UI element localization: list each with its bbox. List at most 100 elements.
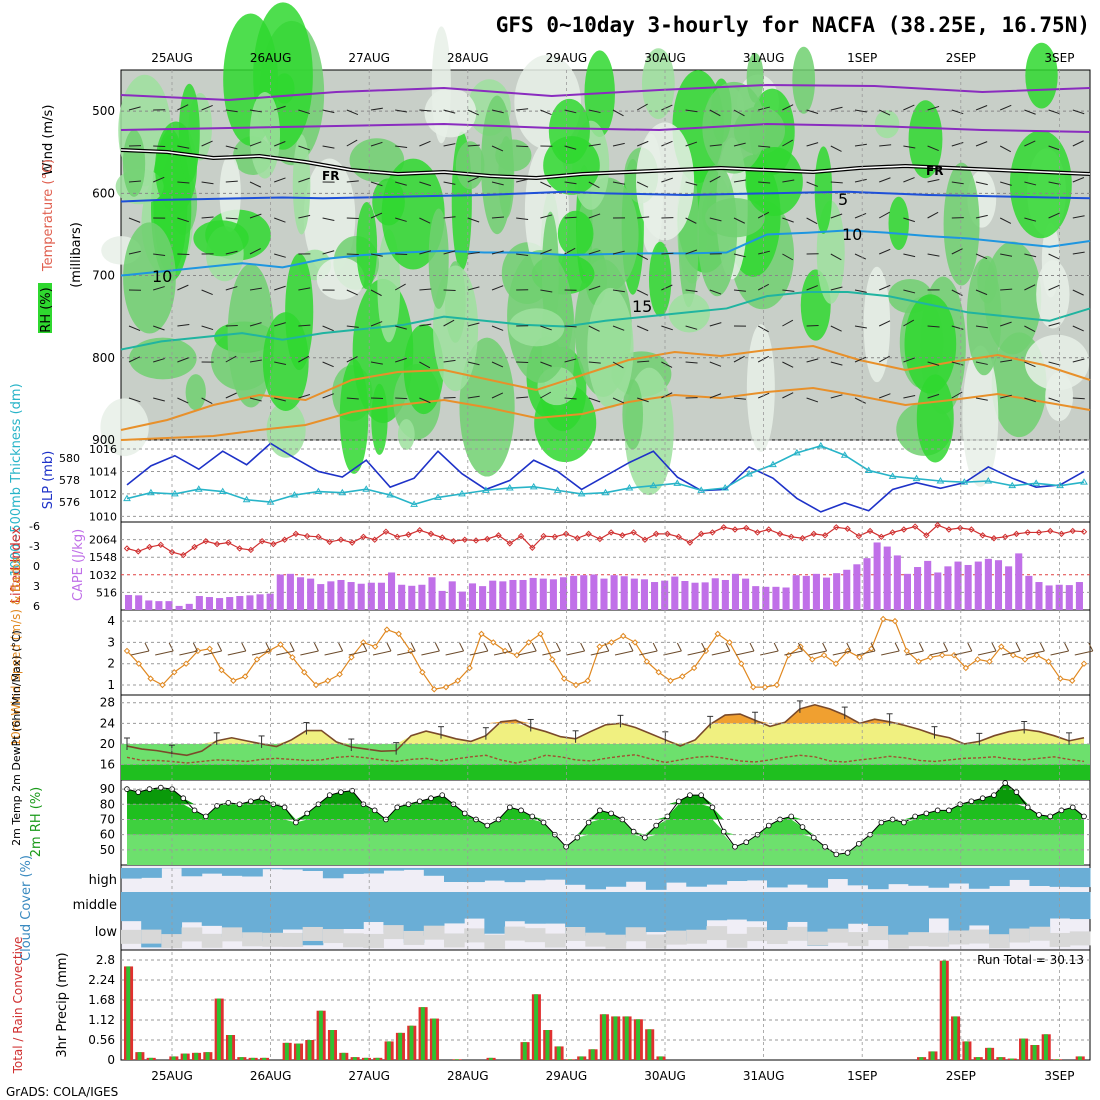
rh-shade-area xyxy=(193,220,249,257)
wind-speed-marker xyxy=(1057,675,1064,682)
wind-barb xyxy=(975,253,988,260)
wind-barb xyxy=(346,253,359,256)
thickness-marker xyxy=(840,451,849,458)
cape-tick-label: 1032 xyxy=(89,569,117,582)
wind-speed-marker xyxy=(123,647,131,655)
wind-tick-label: 3 xyxy=(107,635,115,649)
lifted-index-marker xyxy=(990,535,998,542)
wind-barb xyxy=(1024,109,1036,115)
wind-barb xyxy=(637,216,650,219)
lifted-index-marker xyxy=(1035,529,1043,536)
lifted-index-marker xyxy=(495,532,502,539)
wind-barb xyxy=(975,141,988,147)
wind-barb xyxy=(201,216,214,219)
rh-shade-area xyxy=(587,287,634,409)
cape-bar xyxy=(286,573,294,610)
wind-barb xyxy=(201,397,213,404)
lifted-index-marker xyxy=(191,543,198,551)
lifted-index-marker xyxy=(517,532,525,540)
rh-shade-area xyxy=(1009,130,1072,239)
wind-barb xyxy=(903,319,915,327)
thickness-marker xyxy=(123,494,131,502)
wind-speed-marker xyxy=(537,630,544,638)
wind-barb xyxy=(1024,325,1036,333)
surface-wind-barb xyxy=(663,650,682,656)
surface-wind-barb xyxy=(265,642,271,652)
cape-bar xyxy=(185,603,193,610)
thickness-marker xyxy=(912,474,921,482)
cape-bar xyxy=(802,575,810,610)
wind-barb xyxy=(395,325,407,330)
lifted-index-marker xyxy=(270,540,277,548)
cloud-high-bar xyxy=(989,868,1010,887)
wind-barb xyxy=(467,144,480,147)
wind-barb xyxy=(709,322,722,327)
rh-marker xyxy=(664,813,671,820)
wind-speed-marker xyxy=(159,681,166,689)
cloud-low-bar xyxy=(282,932,304,947)
wind-speed-marker xyxy=(371,643,379,650)
rh-shade-area xyxy=(381,158,445,270)
wind-barb xyxy=(903,253,916,258)
precip-rain-bar xyxy=(420,1007,425,1060)
precip-rain-bar xyxy=(205,1052,210,1060)
wind-barb xyxy=(879,284,891,291)
wind-speed-marker xyxy=(572,681,580,689)
cloud-middle-bar xyxy=(504,892,526,922)
thickness-marker xyxy=(314,487,323,495)
wind-barb xyxy=(636,289,649,296)
rh-marker xyxy=(912,813,918,820)
wind-barb xyxy=(128,106,141,111)
surface-wind-barb xyxy=(1026,650,1045,656)
wind-barb xyxy=(443,216,456,219)
cape-bar xyxy=(438,590,446,610)
x-tick-label-bottom: 1SEP xyxy=(847,1069,877,1083)
cloud-low-bar xyxy=(322,929,344,944)
x-tick-label-top: 28AUG xyxy=(447,51,489,65)
cloud-middle-bar xyxy=(767,892,788,938)
rh-shade-area xyxy=(641,48,675,120)
upper-ylabel-mb: (millibars) xyxy=(69,222,84,288)
x-tick-label-bottom: 25AUG xyxy=(151,1069,193,1083)
rh-tick-label: 50 xyxy=(100,843,115,857)
wind-barb xyxy=(1072,397,1085,400)
thickness-marker xyxy=(410,500,418,507)
cloud-low-bar xyxy=(262,932,283,947)
cape-bar xyxy=(549,579,557,610)
cloud-low-bar xyxy=(302,926,324,941)
cloud-middle-bar xyxy=(181,892,203,923)
surface-wind-barb xyxy=(459,642,465,652)
wind-barb xyxy=(782,104,794,111)
wind-barb xyxy=(1072,177,1085,183)
cloud-middle-bar xyxy=(242,892,263,938)
rh-marker xyxy=(1036,812,1042,818)
precip-rain-bar xyxy=(126,966,131,1060)
rh-marker xyxy=(259,795,265,802)
surface-wind-barb xyxy=(894,642,900,652)
cloud-low-bar xyxy=(181,927,203,942)
rh-shade-area xyxy=(541,211,559,334)
surface-wind-barb xyxy=(1088,642,1094,652)
precip-rain-bar xyxy=(1077,1056,1082,1060)
cloud-high-bar xyxy=(201,868,223,874)
wind-barb xyxy=(1000,288,1013,291)
wind-barb xyxy=(370,212,383,219)
cloud-middle-bar xyxy=(262,892,283,942)
wind-speed-marker xyxy=(939,651,946,659)
wind-speed-marker xyxy=(620,632,627,640)
wind-barb xyxy=(782,319,794,327)
rh-marker xyxy=(304,810,310,817)
precip-rain-bar xyxy=(545,1030,550,1060)
cloud-high-bar xyxy=(363,868,384,874)
wind-barb xyxy=(177,284,189,291)
cape-bar xyxy=(307,578,315,610)
surface-wind-barb xyxy=(397,650,416,656)
wind-barb xyxy=(878,320,891,327)
rh-marker xyxy=(687,792,693,798)
cloud-high-bar xyxy=(948,868,970,884)
wind-barb xyxy=(854,325,867,329)
wind-barb xyxy=(878,109,891,116)
wind-barb xyxy=(927,361,940,366)
wind-barb xyxy=(225,109,238,113)
wind-tick-label: 1 xyxy=(107,678,115,692)
